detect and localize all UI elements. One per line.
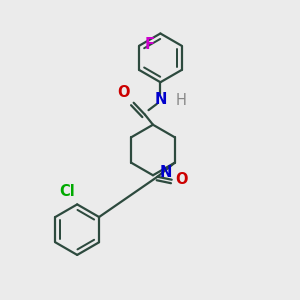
- Text: F: F: [145, 37, 154, 52]
- Text: H: H: [176, 94, 187, 109]
- Text: O: O: [175, 172, 188, 187]
- Text: N: N: [160, 165, 172, 180]
- Text: Cl: Cl: [59, 184, 75, 199]
- Text: O: O: [118, 85, 130, 100]
- Text: N: N: [154, 92, 167, 107]
